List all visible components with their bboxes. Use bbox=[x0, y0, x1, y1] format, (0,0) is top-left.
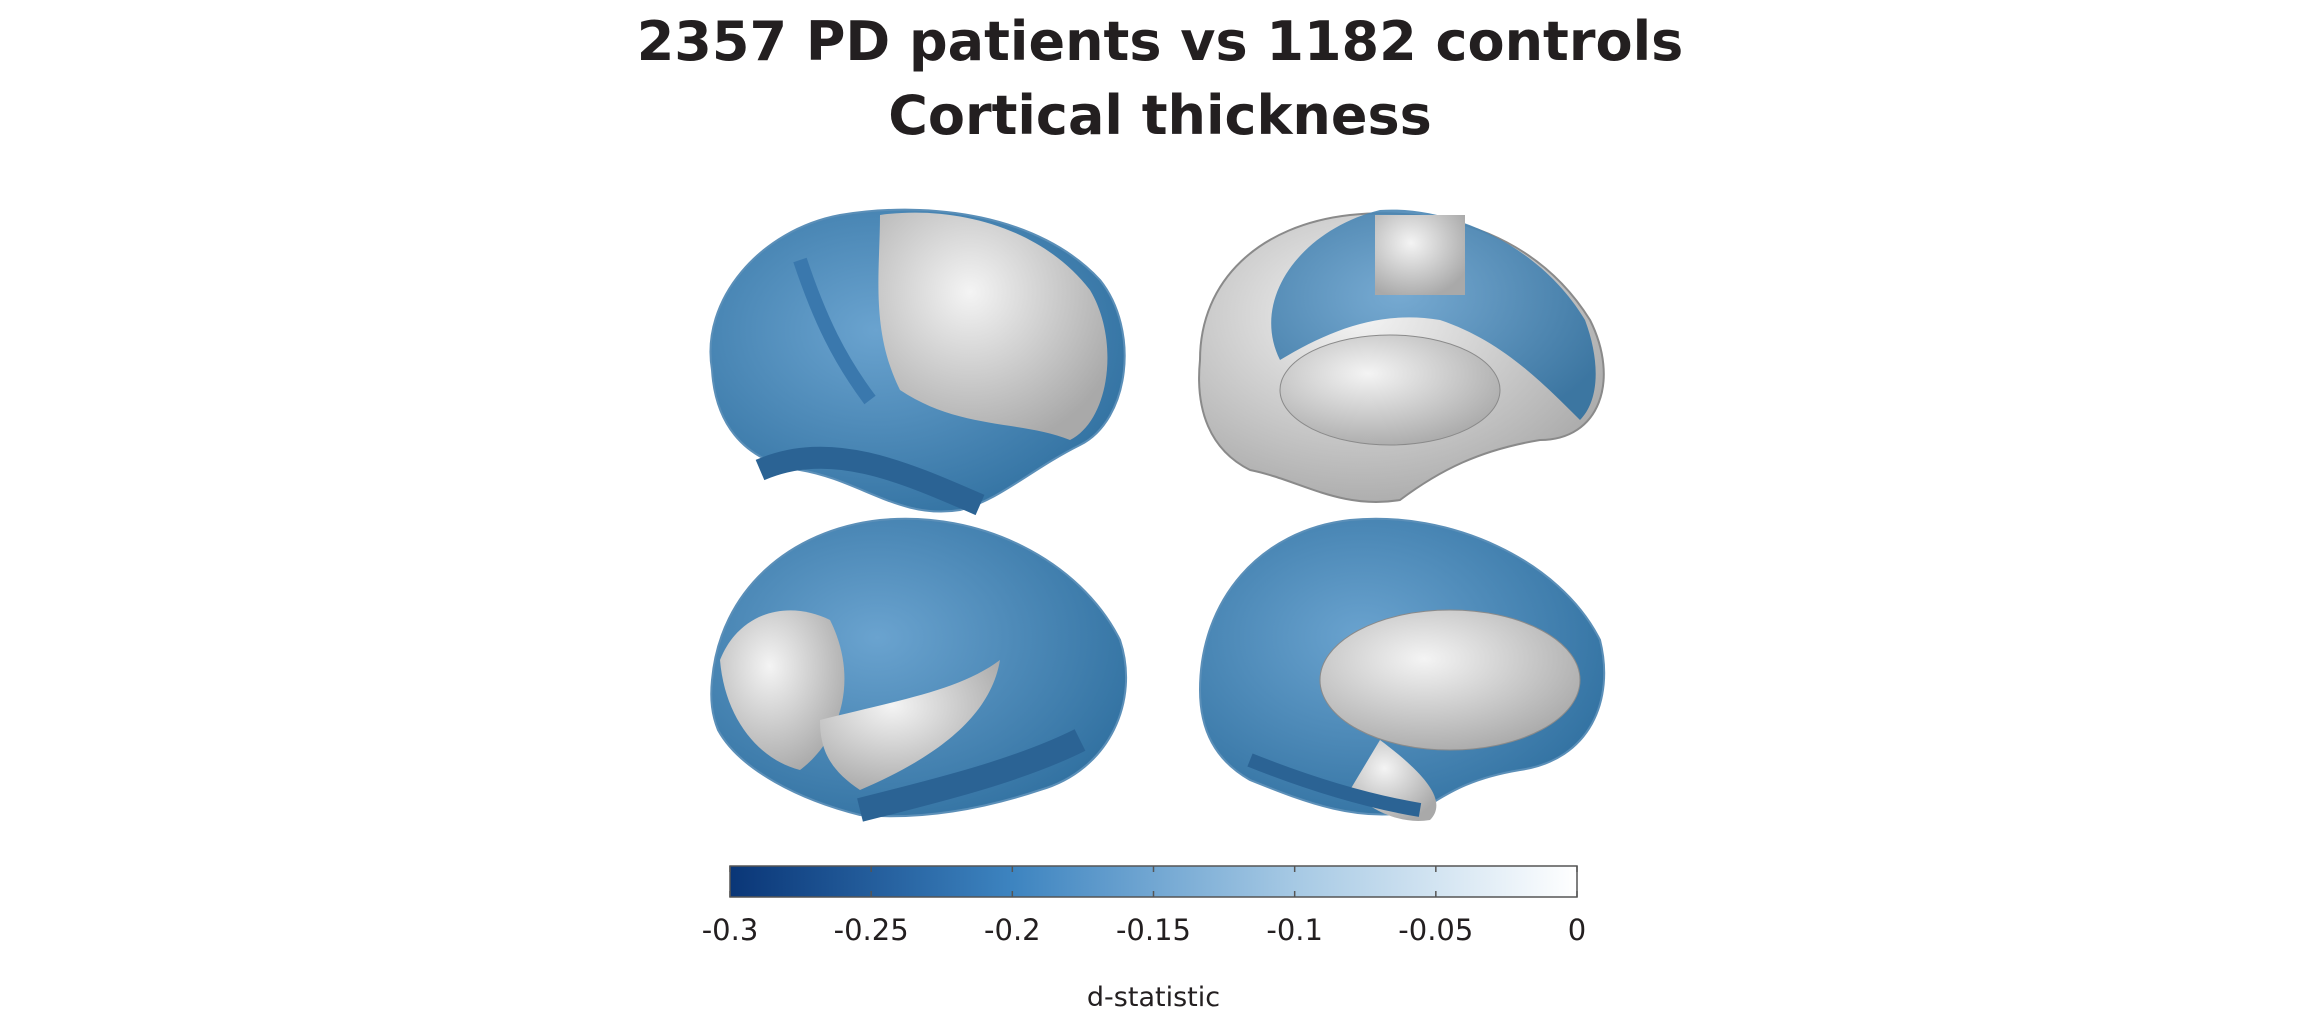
tick-label: -0.25 bbox=[834, 913, 909, 947]
tick-label: -0.15 bbox=[1116, 913, 1191, 947]
brain-medial-right bbox=[1198, 517, 1606, 821]
tick-label: -0.1 bbox=[1266, 913, 1323, 947]
tick-label: -0.05 bbox=[1398, 913, 1473, 947]
brain-lateral-right bbox=[710, 517, 1128, 822]
tick-label: -0.2 bbox=[984, 913, 1041, 947]
brain-lateral-left bbox=[709, 208, 1126, 516]
tick-label: -0.3 bbox=[702, 913, 759, 947]
title-line: Cortical thickness bbox=[888, 84, 1431, 147]
axis-label: d-statistic bbox=[1087, 982, 1220, 1013]
title-line: 2357 PD patients vs 1182 controls bbox=[637, 10, 1684, 73]
tick-label: 0 bbox=[1568, 913, 1586, 947]
brain-medial-left bbox=[1198, 209, 1605, 503]
